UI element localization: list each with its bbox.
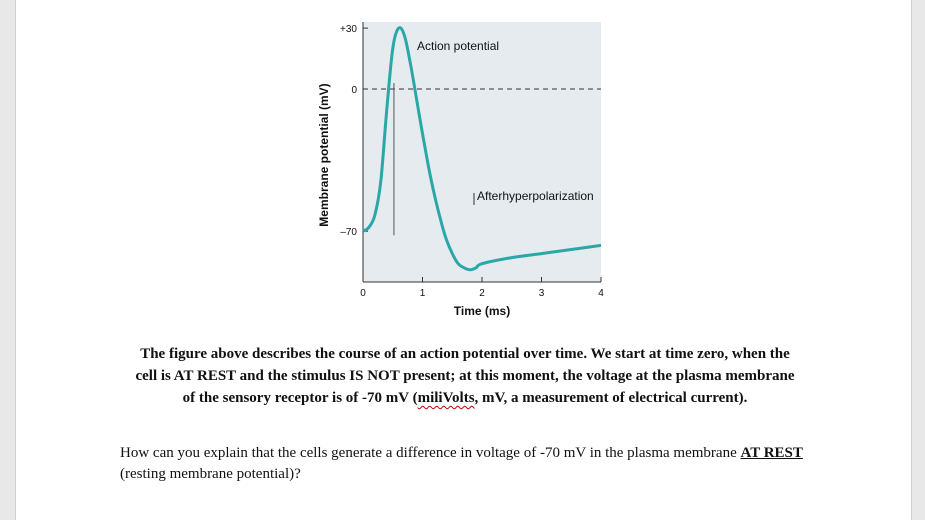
x-tick-label: 0 bbox=[360, 288, 366, 299]
x-tick-label: 1 bbox=[420, 288, 426, 299]
y-tick-label: +30 bbox=[340, 24, 357, 35]
at-rest-underlined: AT REST bbox=[740, 445, 803, 461]
action-potential-figure: Membrane potential (mV) Time (ms) Action… bbox=[16, 0, 911, 330]
x-axis-label: Time (ms) bbox=[454, 304, 510, 318]
x-tick-label: 4 bbox=[598, 288, 604, 299]
action-potential-chart: Membrane potential (mV) Time (ms) Action… bbox=[317, 22, 604, 318]
para1-text-start: The figure above describes the course of… bbox=[135, 346, 795, 406]
action-potential-label: Action potential bbox=[417, 39, 499, 53]
afterhyperpolarization-label: Afterhyperpolarization bbox=[477, 189, 594, 203]
document-page: Membrane potential (mV) Time (ms) Action… bbox=[15, 0, 912, 520]
para1-text-end: , mV, a measurement of electrical curren… bbox=[474, 390, 748, 406]
x-tick-label: 3 bbox=[539, 288, 545, 299]
question-paragraph: How can you explain that the cells gener… bbox=[120, 443, 810, 485]
figure-description-paragraph: The figure above describes the course of… bbox=[134, 343, 796, 409]
para2-text-start: How can you explain that the cells gener… bbox=[120, 445, 741, 461]
y-tick-label: –70 bbox=[340, 227, 357, 238]
y-axis-label: Membrane potential (mV) bbox=[317, 83, 331, 226]
x-tick-label: 2 bbox=[479, 288, 485, 299]
spellcheck-flagged-word: miliVolts bbox=[417, 390, 475, 406]
para2-text-end: (resting membrane potential)? bbox=[120, 466, 301, 482]
y-tick-label: 0 bbox=[351, 85, 357, 96]
action-potential-curve bbox=[362, 26, 602, 272]
plot-area bbox=[363, 22, 601, 282]
